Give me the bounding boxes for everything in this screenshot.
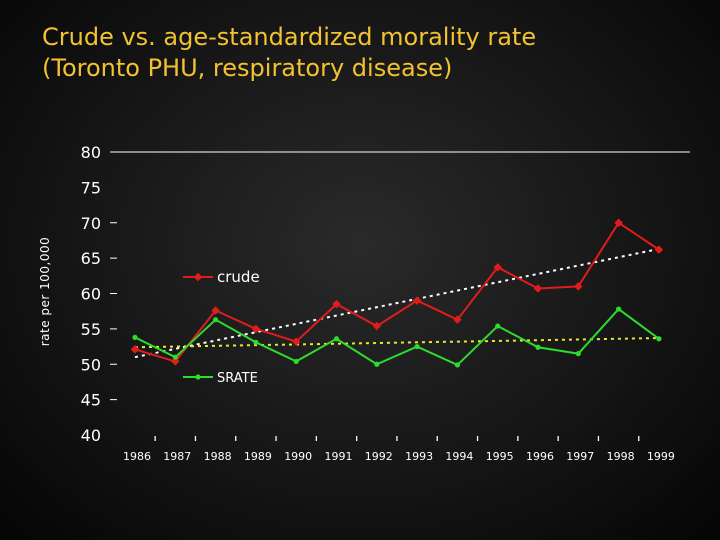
legend-label-srate: SRATE xyxy=(217,371,258,386)
data-point-crude xyxy=(493,263,502,272)
x-tick-label: 1992 xyxy=(365,450,393,463)
x-tick-label: 1987 xyxy=(163,450,191,463)
data-point-crude xyxy=(453,315,462,324)
data-point-crude xyxy=(574,282,583,291)
y-tick-label: 80 xyxy=(81,143,101,162)
data-point-crude xyxy=(332,299,341,309)
legend-label-crude: crude xyxy=(217,268,260,286)
data-point-srate xyxy=(575,351,581,357)
axes: rate per 100,000 40 45 50 55 60 65 70 75 80 1986 19… xyxy=(38,143,690,463)
y-tick-label: 75 xyxy=(81,178,101,197)
data-point-crude xyxy=(211,306,220,315)
data-point-crude xyxy=(130,345,140,354)
x-tick-label: 1989 xyxy=(244,450,272,463)
data-point-srate xyxy=(454,362,460,368)
x-tick-label: 1995 xyxy=(486,450,514,463)
y-tick-label: 50 xyxy=(81,355,101,374)
data-point-srate xyxy=(333,336,340,342)
y-axis-label: rate per 100,000 xyxy=(38,237,52,347)
x-tick-label: 1990 xyxy=(284,450,312,463)
chart-title: Crude vs. age-standardized morality rate… xyxy=(42,22,536,84)
data-point-srate xyxy=(293,358,299,365)
legend: crude SRATE xyxy=(183,268,260,386)
x-tick-label: 1999 xyxy=(647,450,675,463)
y-tick-label: 70 xyxy=(81,214,101,233)
x-tick-label: 1998 xyxy=(607,450,635,463)
trend-line-srate xyxy=(134,337,659,349)
series-lines xyxy=(130,218,664,368)
x-tick-label: 1996 xyxy=(526,450,554,463)
y-tick-label: 40 xyxy=(81,426,101,445)
trend-lines xyxy=(134,247,660,359)
data-point-crude xyxy=(291,337,301,346)
legend-marker-srate xyxy=(195,374,201,380)
data-point-srate xyxy=(656,336,662,342)
trend-line-crude xyxy=(134,247,660,359)
data-point-srate xyxy=(374,361,380,367)
series-line-crude xyxy=(134,221,660,363)
legend-marker-crude xyxy=(193,272,203,282)
data-point-crude xyxy=(533,284,543,293)
x-tick-label: 1991 xyxy=(325,450,353,463)
x-tick-label: 1986 xyxy=(123,450,151,463)
data-point-srate xyxy=(132,334,138,340)
data-point-srate xyxy=(414,343,420,350)
x-tick-label: 1993 xyxy=(405,450,433,463)
data-point-srate xyxy=(253,339,259,345)
x-tick-label: 1997 xyxy=(566,450,594,463)
x-tick-label: 1988 xyxy=(204,450,232,463)
y-tick-label: 45 xyxy=(81,391,101,410)
title-line-2: (Toronto PHU, respiratory disease) xyxy=(42,54,453,82)
data-point-crude xyxy=(372,321,382,331)
data-point-srate xyxy=(616,306,622,312)
y-tick-label: 60 xyxy=(81,285,101,304)
data-point-srate xyxy=(213,317,219,323)
data-point-crude xyxy=(171,357,180,366)
y-tick-label: 65 xyxy=(81,249,101,268)
y-tick-label: 55 xyxy=(81,320,101,339)
data-point-srate xyxy=(495,323,501,329)
title-line-1: Crude vs. age-standardized morality rate xyxy=(42,23,537,51)
series-line-srate xyxy=(134,307,660,367)
data-point-srate xyxy=(535,344,541,350)
data-point-crude xyxy=(251,324,261,334)
data-point-srate xyxy=(172,354,178,360)
x-tick-label: 1994 xyxy=(445,450,473,463)
data-point-crude xyxy=(412,296,422,305)
